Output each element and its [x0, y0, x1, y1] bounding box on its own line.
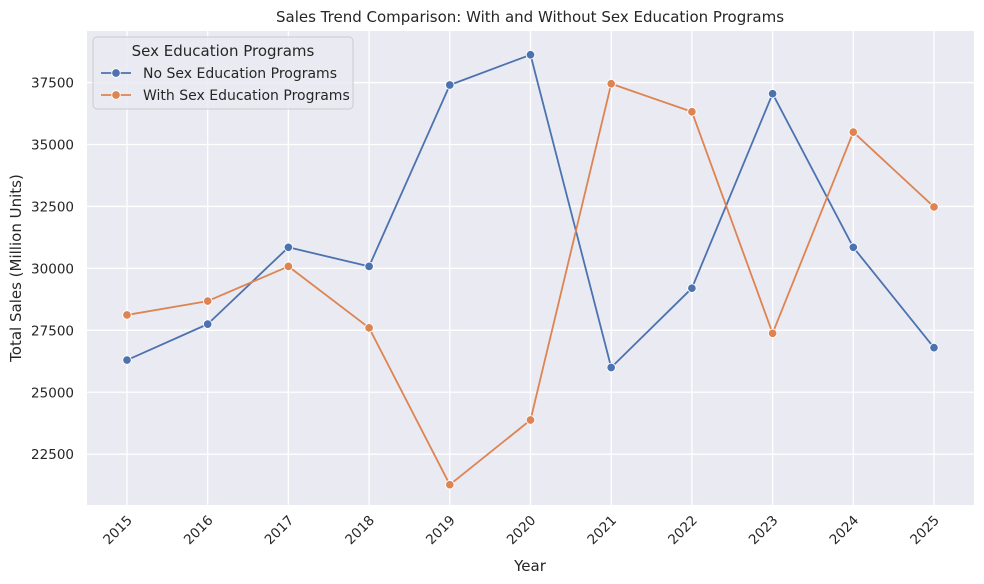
series-1-point — [767, 88, 778, 99]
series-1-point — [525, 50, 536, 60]
legend-marker — [111, 68, 121, 78]
y-tick-label: 37500 — [31, 76, 74, 92]
series-1-point — [283, 242, 294, 253]
y-tick-label: 35000 — [31, 137, 74, 153]
legend-box — [92, 36, 354, 110]
x-tick-label: 2015 — [100, 513, 136, 549]
legend-marker — [111, 90, 121, 100]
series-1-point — [848, 242, 859, 253]
series-2-point — [687, 107, 697, 117]
series-2-point — [848, 127, 859, 137]
series-2-point — [606, 79, 616, 89]
x-tick-label: 2019 — [423, 513, 459, 549]
x-tick-label: 2022 — [665, 513, 701, 549]
series-2-point — [122, 310, 132, 320]
legend-label: No Sex Education Programs — [143, 66, 337, 82]
series-1-point — [122, 355, 132, 365]
x-tick-label: 2018 — [342, 513, 378, 549]
legend-label: With Sex Education Programs — [143, 88, 350, 104]
series-2-point — [525, 415, 536, 425]
series-1-point — [364, 261, 374, 272]
y-axis-label: Total Sales (Million Units) — [7, 174, 25, 363]
y-tick-label: 27500 — [31, 323, 74, 339]
series-2-point — [283, 261, 294, 272]
y-tick-label: 30000 — [31, 261, 74, 277]
legend: Sex Education Programs No Sex Education … — [92, 36, 354, 110]
legend-title: Sex Education Programs — [132, 42, 315, 60]
x-axis-label: Year — [513, 557, 547, 575]
y-axis-ticks: 22500 25000 27500 30000 32500 35000 37500 — [31, 76, 74, 464]
x-tick-label: 2023 — [746, 513, 782, 549]
x-tick-label: 2021 — [584, 513, 620, 549]
series-2-point — [767, 328, 778, 339]
x-axis-ticks: 2015 2016 2017 2018 2019 2020 2021 2022 2023 2024… — [100, 513, 943, 549]
series-2-point — [364, 323, 374, 333]
series-1-point — [202, 319, 213, 329]
series-2-point — [929, 202, 939, 212]
series-1-point — [445, 80, 455, 90]
y-tick-label: 22500 — [31, 447, 74, 463]
x-tick-label: 2024 — [827, 513, 863, 549]
x-tick-label: 2016 — [181, 513, 217, 549]
chart-title: Sales Trend Comparison: With and Without… — [276, 8, 784, 26]
x-tick-label: 2017 — [262, 513, 298, 549]
y-tick-label: 25000 — [31, 385, 74, 401]
x-tick-label: 2025 — [907, 513, 943, 549]
y-tick-label: 32500 — [31, 199, 74, 215]
series-layer — [122, 50, 939, 490]
series-2-point — [202, 296, 213, 306]
series-2-point — [445, 479, 455, 490]
series-1-point — [687, 283, 697, 293]
series-1-point — [929, 342, 939, 353]
x-tick-label: 2020 — [504, 513, 540, 549]
series-1-point — [606, 362, 616, 373]
